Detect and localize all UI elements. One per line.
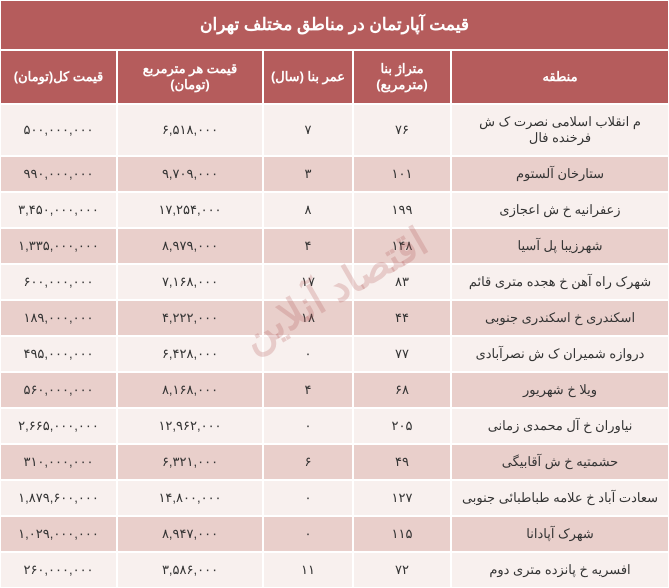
table-row: زعفرانیه خ ش اعجازی۱۹۹۸۱۷,۲۵۴,۰۰۰۳,۴۵۰,۰… [0, 192, 669, 228]
cell-area: ۶۸ [353, 372, 451, 408]
cell-area: ۱۴۸ [353, 228, 451, 264]
table-row: حشمتیه خ ش آقابیگی۴۹۶۶,۳۲۱,۰۰۰۳۱۰,۰۰۰,۰۰… [0, 444, 669, 480]
rows-container: م انقلاب اسلامی نصرت ک ش فرخنده فال۷۶۷۶,… [0, 104, 669, 588]
header-area: متراژ بنا (مترمربع) [353, 50, 451, 104]
cell-price_per_m: ۹,۷۰۹,۰۰۰ [117, 156, 263, 192]
table-row: م انقلاب اسلامی نصرت ک ش فرخنده فال۷۶۷۶,… [0, 104, 669, 156]
cell-age: ۰ [263, 516, 353, 552]
cell-region: شهرزیبا پل آسیا [451, 228, 669, 264]
cell-total: ۱,۰۲۹,۰۰۰,۰۰۰ [0, 516, 117, 552]
cell-total: ۲۶۰,۰۰۰,۰۰۰ [0, 552, 117, 588]
cell-area: ۷۶ [353, 104, 451, 156]
cell-area: ۱۹۹ [353, 192, 451, 228]
table-row: دروازه شمیران ک ش نصرآبادی۷۷۰۶,۴۲۸,۰۰۰۴۹… [0, 336, 669, 372]
cell-region: شهرک راه آهن خ هجده متری قائم [451, 264, 669, 300]
cell-area: ۷۲ [353, 552, 451, 588]
cell-region: ستارخان آلستوم [451, 156, 669, 192]
cell-total: ۵۶۰,۰۰۰,۰۰۰ [0, 372, 117, 408]
cell-region: سعادت آباد خ علامه طباطبائی جنوبی [451, 480, 669, 516]
cell-age: ۴ [263, 372, 353, 408]
cell-age: ۱۸ [263, 300, 353, 336]
cell-total: ۴۹۵,۰۰۰,۰۰۰ [0, 336, 117, 372]
price-table: قیمت آپارتمان در مناطق مختلف تهران منطقه… [0, 0, 669, 580]
cell-age: ۶ [263, 444, 353, 480]
cell-age: ۳ [263, 156, 353, 192]
cell-age: ۰ [263, 336, 353, 372]
table-row: ویلا خ شهریور۶۸۴۸,۱۶۸,۰۰۰۵۶۰,۰۰۰,۰۰۰ [0, 372, 669, 408]
cell-age: ۰ [263, 480, 353, 516]
cell-area: ۷۷ [353, 336, 451, 372]
cell-region: زعفرانیه خ ش اعجازی [451, 192, 669, 228]
table-row: سعادت آباد خ علامه طباطبائی جنوبی۱۲۷۰۱۴,… [0, 480, 669, 516]
cell-region: شهرک آپادانا [451, 516, 669, 552]
cell-total: ۱,۸۷۹,۶۰۰,۰۰۰ [0, 480, 117, 516]
cell-price_per_m: ۱۴,۸۰۰,۰۰۰ [117, 480, 263, 516]
header-age: عمر بنا (سال) [263, 50, 353, 104]
cell-area: ۴۹ [353, 444, 451, 480]
cell-age: ۱۱ [263, 552, 353, 588]
cell-region: اسکندری خ اسکندری جنوبی [451, 300, 669, 336]
cell-price_per_m: ۱۷,۲۵۴,۰۰۰ [117, 192, 263, 228]
cell-price_per_m: ۸,۹۴۷,۰۰۰ [117, 516, 263, 552]
cell-total: ۳,۴۵۰,۰۰۰,۰۰۰ [0, 192, 117, 228]
cell-area: ۱۲۷ [353, 480, 451, 516]
table-row: شهرزیبا پل آسیا۱۴۸۴۸,۹۷۹,۰۰۰۱,۳۳۵,۰۰۰,۰۰… [0, 228, 669, 264]
cell-region: حشمتیه خ ش آقابیگی [451, 444, 669, 480]
cell-price_per_m: ۱۲,۹۶۲,۰۰۰ [117, 408, 263, 444]
cell-region: ویلا خ شهریور [451, 372, 669, 408]
cell-total: ۹۹۰,۰۰۰,۰۰۰ [0, 156, 117, 192]
cell-region: دروازه شمیران ک ش نصرآبادی [451, 336, 669, 372]
table-row: افسریه خ پانزده متری دوم۷۲۱۱۳,۵۸۶,۰۰۰۲۶۰… [0, 552, 669, 588]
cell-price_per_m: ۶,۵۱۸,۰۰۰ [117, 104, 263, 156]
header-total: قیمت کل(تومان) [0, 50, 117, 104]
cell-total: ۳۱۰,۰۰۰,۰۰۰ [0, 444, 117, 480]
table-row: شهرک راه آهن خ هجده متری قائم۸۳۱۷۷,۱۶۸,۰… [0, 264, 669, 300]
cell-total: ۱,۳۳۵,۰۰۰,۰۰۰ [0, 228, 117, 264]
table-row: ستارخان آلستوم۱۰۱۳۹,۷۰۹,۰۰۰۹۹۰,۰۰۰,۰۰۰ [0, 156, 669, 192]
cell-age: ۰ [263, 408, 353, 444]
cell-area: ۲۰۵ [353, 408, 451, 444]
cell-region: م انقلاب اسلامی نصرت ک ش فرخنده فال [451, 104, 669, 156]
header-row: منطقه متراژ بنا (مترمربع) عمر بنا (سال) … [0, 50, 669, 104]
cell-region: نیاوران خ آل محمدی زمانی [451, 408, 669, 444]
cell-price_per_m: ۸,۱۶۸,۰۰۰ [117, 372, 263, 408]
cell-price_per_m: ۶,۳۲۱,۰۰۰ [117, 444, 263, 480]
cell-price_per_m: ۳,۵۸۶,۰۰۰ [117, 552, 263, 588]
table-row: اسکندری خ اسکندری جنوبی۴۴۱۸۴,۲۲۲,۰۰۰۱۸۹,… [0, 300, 669, 336]
cell-age: ۱۷ [263, 264, 353, 300]
cell-total: ۶۰۰,۰۰۰,۰۰۰ [0, 264, 117, 300]
cell-total: ۲,۶۶۵,۰۰۰,۰۰۰ [0, 408, 117, 444]
cell-price_per_m: ۴,۲۲۲,۰۰۰ [117, 300, 263, 336]
cell-age: ۴ [263, 228, 353, 264]
table-row: شهرک آپادانا۱۱۵۰۸,۹۴۷,۰۰۰۱,۰۲۹,۰۰۰,۰۰۰ [0, 516, 669, 552]
cell-price_per_m: ۶,۴۲۸,۰۰۰ [117, 336, 263, 372]
table-row: نیاوران خ آل محمدی زمانی۲۰۵۰۱۲,۹۶۲,۰۰۰۲,… [0, 408, 669, 444]
cell-age: ۷ [263, 104, 353, 156]
cell-total: ۱۸۹,۰۰۰,۰۰۰ [0, 300, 117, 336]
cell-area: ۱۱۵ [353, 516, 451, 552]
header-price-per-m: قیمت هر مترمربع (تومان) [117, 50, 263, 104]
cell-total: ۵۰۰,۰۰۰,۰۰۰ [0, 104, 117, 156]
cell-price_per_m: ۷,۱۶۸,۰۰۰ [117, 264, 263, 300]
cell-area: ۱۰۱ [353, 156, 451, 192]
cell-region: افسریه خ پانزده متری دوم [451, 552, 669, 588]
table-title: قیمت آپارتمان در مناطق مختلف تهران [0, 0, 669, 50]
cell-area: ۴۴ [353, 300, 451, 336]
cell-age: ۸ [263, 192, 353, 228]
cell-price_per_m: ۸,۹۷۹,۰۰۰ [117, 228, 263, 264]
header-region: منطقه [451, 50, 669, 104]
cell-area: ۸۳ [353, 264, 451, 300]
